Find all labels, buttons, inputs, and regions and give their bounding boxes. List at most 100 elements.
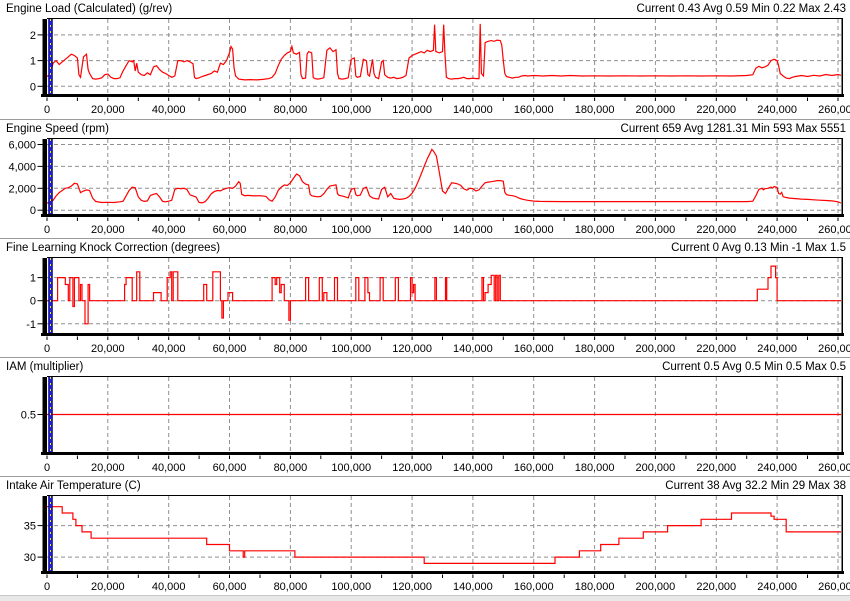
x-axis-label: 120,000 xyxy=(392,343,432,355)
plot-right-border xyxy=(841,495,843,574)
panel-title: Fine Learning Knock Correction (degrees) xyxy=(6,242,221,254)
playback-cursor[interactable] xyxy=(48,377,53,452)
x-axis-label: 100,000 xyxy=(331,224,371,236)
plot-area[interactable] xyxy=(47,496,841,571)
x-axis-label: 40,000 xyxy=(152,462,186,474)
x-axis-label: 80,000 xyxy=(274,462,308,474)
x-axis-bar xyxy=(41,452,844,455)
y-axis-bar xyxy=(42,377,47,452)
y-axis-label: 1 xyxy=(30,273,36,285)
x-axis-label: 260,000 xyxy=(818,462,850,474)
y-axis-label: 0 xyxy=(30,296,36,308)
playback-cursor[interactable] xyxy=(48,258,53,333)
y-axis-label: 2,000 xyxy=(8,183,36,195)
x-axis-label: 260,000 xyxy=(818,581,850,593)
plot-right-border xyxy=(841,18,843,97)
x-axis-label: 20,000 xyxy=(91,224,125,236)
plot-area[interactable] xyxy=(47,258,841,333)
x-axis-label: 160,000 xyxy=(514,104,554,116)
x-axis-label: 240,000 xyxy=(757,104,797,116)
y-axis-labels: 35 30 xyxy=(24,521,36,565)
y-axis-labels: 0.5 xyxy=(21,410,36,422)
x-axis-label: 220,000 xyxy=(696,104,736,116)
x-axis-label: 120,000 xyxy=(392,224,432,236)
playback-cursor[interactable] xyxy=(48,19,53,94)
panel-title: IAM (multiplier) xyxy=(6,361,84,373)
x-axis-label: 60,000 xyxy=(213,343,247,355)
x-axis-label: 180,000 xyxy=(575,104,615,116)
axis-ticks xyxy=(37,414,839,459)
y-axis-label: 2 xyxy=(30,30,36,42)
data-series-line xyxy=(47,506,841,565)
y-axis-label: 0 xyxy=(30,205,36,217)
x-axis-label: 180,000 xyxy=(575,581,615,593)
x-axis-label: 0 xyxy=(44,343,50,355)
x-axis-label: 40,000 xyxy=(152,581,186,593)
chart-panel-fine-knock-correction: Fine Learning Knock Correction (degrees)… xyxy=(0,238,850,357)
gridlines xyxy=(47,19,841,94)
x-axis-label: 120,000 xyxy=(392,462,432,474)
x-axis-label: 160,000 xyxy=(514,224,554,236)
x-axis-label: 180,000 xyxy=(575,462,615,474)
panel-titlebar: Intake Air Temperature (C) Current 38 Avg… xyxy=(0,477,850,494)
plot-right-border xyxy=(841,257,843,336)
plot-top-border xyxy=(47,495,843,496)
y-axis-bar xyxy=(42,258,47,333)
panel-stats: Current 0 Avg 0.13 Min -1 Max 1.5 xyxy=(671,242,846,254)
x-axis-label: 260,000 xyxy=(818,343,850,355)
data-series-line xyxy=(46,23,842,81)
x-axis-label: 200,000 xyxy=(636,104,676,116)
x-axis-label: 0 xyxy=(44,224,50,236)
x-axis-bar xyxy=(41,571,844,574)
panel-title: Engine Speed (rpm) xyxy=(6,123,109,135)
x-axis-label: 120,000 xyxy=(392,104,432,116)
axis-ticks xyxy=(37,34,839,101)
x-axis-label: 0 xyxy=(44,581,50,593)
x-axis-label: 260,000 xyxy=(818,104,850,116)
x-axis-label: 140,000 xyxy=(453,224,493,236)
x-axis-label: 240,000 xyxy=(757,343,797,355)
x-axis-label: 120,000 xyxy=(392,581,432,593)
x-axis-labels: 0 20,000 40,000 60,000 80,000 100,000 120,000 1… xyxy=(44,343,850,355)
panel-title: Engine Load (Calculated) (g/rev) xyxy=(6,3,173,15)
axis-ticks xyxy=(37,525,839,578)
panel-titlebar: Engine Speed (rpm) Current 659 Avg 1281.3… xyxy=(0,120,850,137)
chart-engine-load[interactable]: 0 20,000 40,000 60,000 80,000 100,000 120,000 1… xyxy=(0,17,850,120)
panel-titlebar: Engine Load (Calculated) (g/rev) Current … xyxy=(0,0,850,17)
x-axis-label: 100,000 xyxy=(331,104,371,116)
chart-iam[interactable]: 0 20,000 40,000 60,000 80,000 100,000 120,000 1… xyxy=(0,375,850,478)
x-axis-label: 160,000 xyxy=(514,343,554,355)
plot-top-border xyxy=(47,257,843,258)
panel-titlebar: IAM (multiplier) Current 0.5 Avg 0.5 Min … xyxy=(0,358,850,375)
x-axis-label: 20,000 xyxy=(91,104,125,116)
y-axis-bar xyxy=(42,139,47,214)
panel-title: Intake Air Temperature (C) xyxy=(6,480,141,492)
plot-top-border xyxy=(47,138,843,139)
chart-panel-intake-air-temperature: Intake Air Temperature (C) Current 38 Avg… xyxy=(0,476,850,595)
y-axis-labels: 2 1 0 xyxy=(30,30,36,93)
y-axis-label: -1 xyxy=(26,319,36,331)
x-axis-label: 100,000 xyxy=(331,462,371,474)
chart-panel-engine-load: Engine Load (Calculated) (g/rev) Current … xyxy=(0,0,850,119)
panel-titlebar: Fine Learning Knock Correction (degrees)… xyxy=(0,239,850,256)
playback-cursor[interactable] xyxy=(48,139,53,214)
x-axis-label: 20,000 xyxy=(91,462,125,474)
plot-top-border xyxy=(47,18,843,19)
chart-fine-knock-correction[interactable]: 0 20,000 40,000 60,000 80,000 100,000 120,000 1… xyxy=(0,256,850,359)
plot-area[interactable] xyxy=(47,139,841,214)
x-axis-label: 140,000 xyxy=(453,581,493,593)
x-axis-bar xyxy=(41,214,844,217)
x-axis-label: 20,000 xyxy=(91,343,125,355)
y-axis-label: 4,000 xyxy=(8,161,36,173)
chart-intake-air-temperature[interactable]: 0 20,000 40,000 60,000 80,000 100,000 120,000 1… xyxy=(0,494,850,597)
bottom-status-strip xyxy=(0,595,850,601)
x-axis-labels: 0 20,000 40,000 60,000 80,000 100,000 120,000 1… xyxy=(44,104,850,116)
x-axis-label: 140,000 xyxy=(453,104,493,116)
plot-right-border xyxy=(841,376,843,455)
playback-cursor[interactable] xyxy=(48,496,53,571)
chart-engine-speed[interactable]: 0 20,000 40,000 60,000 80,000 100,000 120,000 1… xyxy=(0,137,850,240)
x-axis-label: 200,000 xyxy=(636,224,676,236)
x-axis-label: 160,000 xyxy=(514,581,554,593)
x-axis-label: 240,000 xyxy=(757,462,797,474)
panel-stats: Current 38 Avg 32.2 Min 29 Max 38 xyxy=(665,480,846,492)
